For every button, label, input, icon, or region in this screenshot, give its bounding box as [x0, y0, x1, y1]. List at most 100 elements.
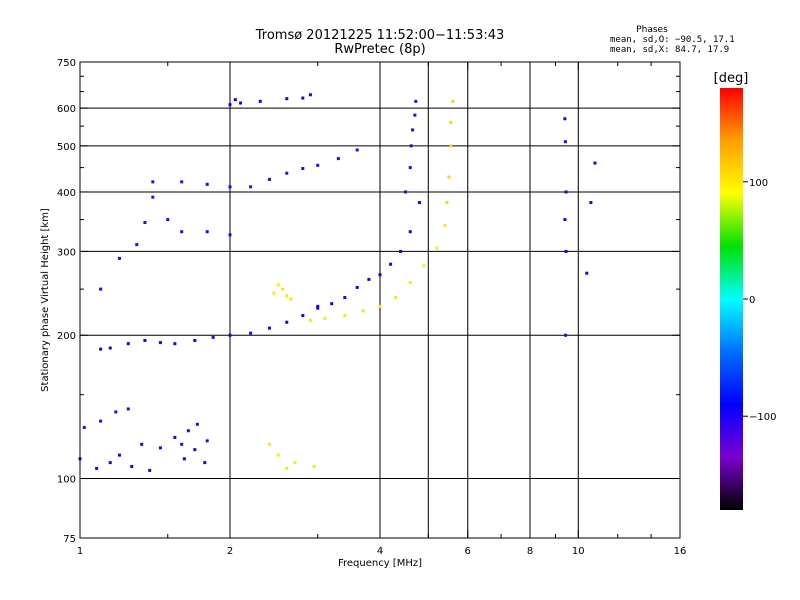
x-tick-label: 8 — [527, 546, 533, 557]
data-point — [95, 466, 99, 470]
data-point — [316, 306, 320, 310]
data-point — [158, 341, 162, 345]
y-tick-label: 100 — [57, 475, 76, 486]
data-point — [389, 262, 393, 266]
data-point — [114, 410, 118, 414]
y-tick-label: 300 — [57, 247, 76, 258]
data-point — [158, 446, 162, 450]
data-point — [130, 464, 134, 468]
data-point — [249, 331, 253, 335]
data-point — [564, 190, 568, 194]
data-point — [233, 98, 237, 102]
data-point — [399, 249, 403, 253]
data-point — [585, 271, 589, 275]
data-point — [249, 185, 253, 189]
data-point — [82, 425, 86, 429]
data-point — [276, 283, 280, 287]
y-tick-label: 500 — [57, 142, 76, 153]
data-point — [355, 148, 359, 152]
data-point — [447, 175, 451, 179]
data-point — [205, 439, 209, 443]
x-tick-label: 1 — [77, 546, 83, 557]
y-tick-label: 400 — [57, 188, 76, 199]
data-point — [195, 422, 199, 426]
data-point — [108, 461, 112, 465]
data-point — [117, 256, 121, 260]
data-point — [413, 113, 417, 117]
data-point — [449, 144, 453, 148]
data-point — [135, 243, 139, 247]
phases-title: Phases — [636, 25, 668, 35]
data-point — [293, 461, 297, 465]
data-point — [205, 230, 209, 234]
colorbar-ticks: 100 0 −100 — [743, 178, 776, 423]
data-point — [593, 161, 597, 165]
data-point — [343, 296, 347, 300]
x-tick-label: 4 — [377, 546, 383, 557]
data-point — [285, 320, 289, 324]
data-point — [336, 157, 340, 161]
data-point — [409, 144, 413, 148]
y-tick-label: 750 — [57, 58, 76, 69]
x-axis-label: Frequency [MHz] — [338, 558, 422, 569]
data-point — [308, 93, 312, 97]
data-point — [193, 338, 197, 342]
data-point — [589, 201, 593, 205]
data-point — [239, 101, 243, 105]
data-point — [180, 442, 184, 446]
data-point — [289, 297, 293, 301]
data-point — [355, 285, 359, 289]
phases-mean-x: mean, sd,X: 84.7, 17.9 — [610, 45, 729, 55]
data-point — [564, 249, 568, 253]
data-point — [166, 218, 170, 222]
data-point — [186, 429, 190, 433]
data-point — [445, 201, 449, 205]
data-point — [267, 326, 271, 330]
data-point — [411, 128, 415, 132]
data-point — [408, 230, 412, 234]
data-point — [301, 314, 305, 318]
y-tick-label: 200 — [57, 331, 76, 342]
x-tick-label: 6 — [465, 546, 471, 557]
data-point — [378, 273, 382, 277]
data-point — [563, 140, 567, 144]
data-point — [451, 99, 455, 103]
data-point — [180, 180, 184, 184]
axis-ticks: 1 2 4 6 8 10 16 75 100 200 300 400 500 600 750 — [57, 58, 686, 557]
data-point — [148, 468, 152, 472]
data-point — [403, 190, 407, 194]
data-point — [108, 346, 112, 350]
data-points — [78, 93, 597, 472]
data-point — [151, 180, 155, 184]
data-point — [564, 333, 568, 337]
data-point — [272, 291, 276, 295]
data-point — [228, 185, 232, 189]
data-point — [99, 419, 103, 423]
y-axis-label: Stationary phase Virtual Height [km] — [40, 208, 51, 392]
data-point — [408, 166, 412, 170]
data-point — [316, 304, 320, 308]
data-point — [330, 302, 334, 306]
data-point — [422, 264, 426, 268]
data-point — [151, 195, 155, 199]
data-point — [435, 246, 439, 250]
y-tick-label: 75 — [63, 534, 76, 545]
data-point — [361, 309, 365, 313]
data-point — [276, 453, 280, 457]
data-point — [228, 333, 232, 337]
data-point — [203, 461, 207, 465]
data-point — [99, 287, 103, 291]
x-tick-label: 16 — [674, 546, 687, 557]
data-point — [267, 442, 271, 446]
data-point — [285, 294, 289, 298]
data-point — [267, 177, 271, 181]
phases-mean-o: mean, sd,O: −90.5, 17.1 — [610, 35, 735, 45]
data-point — [449, 120, 453, 124]
data-point — [323, 316, 327, 320]
data-point — [126, 342, 130, 346]
data-point — [312, 464, 316, 468]
data-point — [180, 230, 184, 234]
data-point — [417, 201, 421, 205]
data-point — [140, 442, 144, 446]
